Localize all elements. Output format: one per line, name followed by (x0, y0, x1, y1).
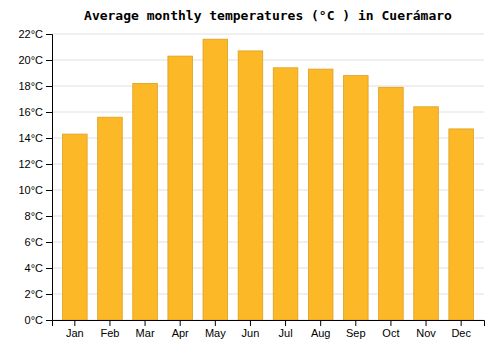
x-tick-mark (285, 320, 286, 326)
x-tick-label: Jan (66, 327, 84, 339)
x-tick-mark (74, 320, 75, 326)
x-tick-label: Nov (416, 327, 436, 339)
y-tick: 10°C (18, 184, 52, 196)
bar (344, 76, 369, 320)
x-tick: Feb (100, 320, 119, 339)
x-tick-mark (426, 320, 427, 326)
bar (379, 87, 404, 320)
x-tick: Jun (242, 320, 260, 339)
y-tick: 8°C (25, 210, 52, 222)
y-tick-mark (46, 112, 52, 113)
x-tick-label: Dec (451, 327, 471, 339)
x-tick-mark (355, 320, 356, 326)
y-tick-mark (46, 138, 52, 139)
x-tick-mark (180, 320, 181, 326)
x-tick-label: Feb (100, 327, 119, 339)
bar (133, 83, 158, 320)
grid-line (52, 86, 484, 87)
bar (238, 51, 263, 320)
x-tick-mark (145, 320, 146, 326)
x-tick: Oct (382, 320, 399, 339)
x-tick-mark (390, 320, 391, 326)
grid-line (52, 60, 484, 61)
bar (273, 68, 298, 320)
bar (168, 56, 193, 320)
x-tick: Dec (451, 320, 471, 339)
x-axis-line (53, 321, 485, 327)
y-tick: 20°C (18, 54, 52, 66)
x-tick: Apr (172, 320, 189, 339)
y-tick-label: 12°C (18, 158, 43, 170)
x-tick: Jul (279, 320, 293, 339)
y-tick: 22°C (18, 28, 52, 40)
x-tick-label: Jun (242, 327, 260, 339)
x-tick-mark (461, 320, 462, 326)
y-tick: 6°C (25, 236, 52, 248)
bar (203, 39, 228, 320)
y-tick-label: 22°C (18, 28, 43, 40)
x-tick-label: Sep (346, 327, 366, 339)
y-tick: 4°C (25, 262, 52, 274)
y-tick-label: 6°C (25, 236, 44, 248)
y-tick: 0°C (25, 314, 52, 326)
y-tick-mark (46, 268, 52, 269)
bar (414, 107, 439, 320)
y-axis-line (46, 35, 53, 321)
y-tick-mark (46, 190, 52, 191)
y-tick-mark (46, 320, 52, 321)
bar (63, 134, 88, 320)
y-tick: 14°C (18, 132, 52, 144)
y-tick-mark (46, 60, 52, 61)
x-tick-mark (250, 320, 251, 326)
x-tick-mark (215, 320, 216, 326)
x-tick-label: Mar (136, 327, 155, 339)
bar (449, 129, 474, 320)
y-tick-label: 20°C (18, 54, 43, 66)
y-tick: 2°C (25, 288, 52, 300)
x-tick-mark (109, 320, 110, 326)
grid (52, 34, 484, 320)
bar (308, 69, 333, 320)
y-tick: 18°C (18, 80, 52, 92)
y-tick-label: 10°C (18, 184, 43, 196)
y-tick-mark (46, 216, 52, 217)
x-tick-mark (320, 320, 321, 326)
x-tick: Mar (136, 320, 155, 339)
y-tick-mark (46, 34, 52, 35)
x-tick: Aug (311, 320, 331, 339)
x-tick: Jan (66, 320, 84, 339)
y-tick-label: 8°C (25, 210, 44, 222)
y-tick: 12°C (18, 158, 52, 170)
y-tick-label: 18°C (18, 80, 43, 92)
x-tick-label: Oct (382, 327, 399, 339)
y-axis: 0°C 2°C 4°C 6°C 8°C 10°C 12°C 14°C 16°C 18°C 20°C 2… (18, 28, 52, 326)
x-tick-label: Jul (279, 327, 293, 339)
y-tick-label: 16°C (18, 106, 43, 118)
chart: 0°C 2°C 4°C 6°C 8°C 10°C 12°C 14°C 16°C 18°C 20°C 2… (0, 0, 500, 350)
y-tick-label: 2°C (25, 288, 44, 300)
plot-area: 0°C 2°C 4°C 6°C 8°C 10°C 12°C 14°C 16°C 18°C 20°C 2… (18, 28, 484, 339)
x-tick-label: May (205, 327, 226, 339)
x-tick: May (205, 320, 226, 339)
x-tick-label: Aug (311, 327, 331, 339)
y-tick-label: 4°C (25, 262, 44, 274)
bars (63, 39, 474, 320)
y-tick-mark (46, 242, 52, 243)
y-tick-label: 14°C (18, 132, 43, 144)
x-axis: Jan Feb Mar Apr May Jun Jul Aug Sep Oct Nov Dec (53, 320, 485, 339)
x-tick: Nov (416, 320, 436, 339)
title: Average monthly temperatures (°C ) in Cu… (84, 8, 452, 23)
y-tick-label: 0°C (25, 314, 44, 326)
grid-line (52, 34, 484, 35)
y-tick: 16°C (18, 106, 52, 118)
y-tick-mark (46, 86, 52, 87)
x-tick-label: Apr (172, 327, 189, 339)
y-tick-mark (46, 294, 52, 295)
x-tick: Sep (346, 320, 366, 339)
bar (98, 117, 123, 320)
y-tick-mark (46, 164, 52, 165)
